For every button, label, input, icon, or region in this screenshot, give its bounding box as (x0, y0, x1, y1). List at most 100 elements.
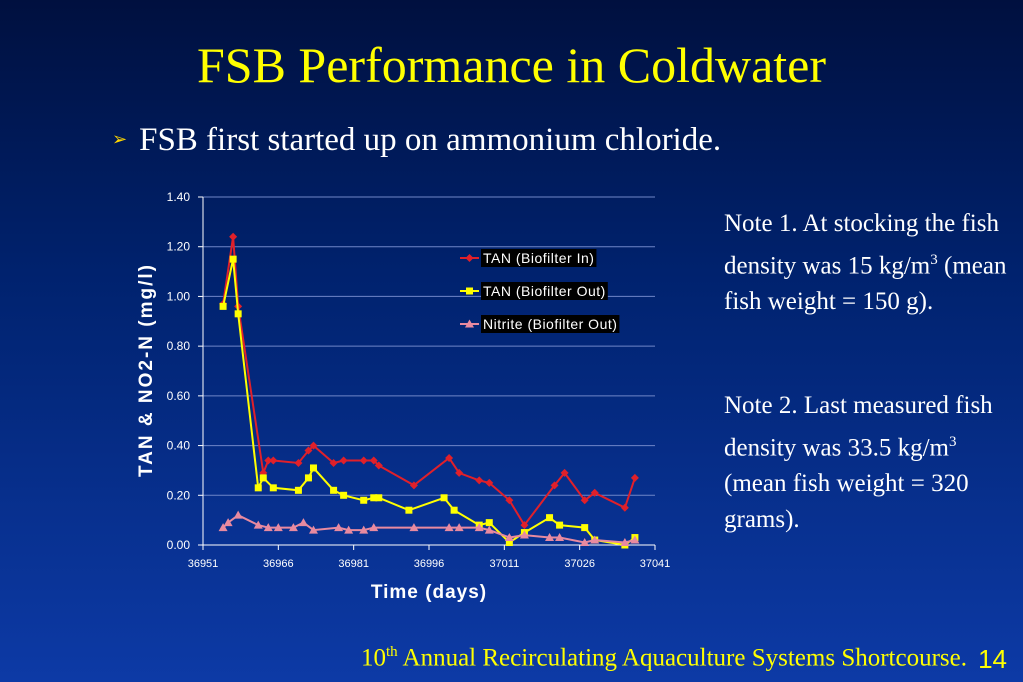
data-point (484, 525, 494, 534)
legend-label: TAN (Biofilter Out) (483, 283, 606, 299)
y-tick-label: 1.00 (167, 289, 191, 303)
slide-title: FSB Performance in Coldwater (196, 37, 827, 93)
data-point (254, 484, 262, 492)
x-tick-label: 36996 (414, 558, 445, 570)
data-point (263, 523, 273, 532)
data-point (309, 464, 317, 472)
data-point (405, 506, 413, 514)
data-point (298, 518, 308, 527)
data-point (505, 496, 514, 505)
data-point (269, 456, 278, 465)
legend-label: Nitrite (Biofilter Out) (483, 316, 617, 332)
data-point (223, 518, 233, 527)
legend-marker (466, 287, 473, 295)
data-point (309, 441, 318, 450)
data-point (294, 458, 303, 467)
data-point (555, 533, 565, 542)
series-line (222, 514, 636, 544)
y-tick-label: 1.20 (167, 240, 191, 254)
data-point (580, 538, 590, 547)
data-point (360, 496, 368, 504)
data-point (218, 523, 228, 532)
data-point (370, 494, 378, 502)
x-tick-label: 37041 (640, 558, 671, 570)
data-point (455, 468, 464, 477)
y-tick-label: 1.40 (167, 190, 191, 204)
data-point (545, 533, 555, 542)
y-tick-label: 0.20 (167, 488, 191, 502)
data-point (339, 456, 348, 465)
series-line (222, 236, 636, 527)
data-point (329, 458, 338, 467)
bullet-point: ➢ FSB first started up on ammonium chlori… (112, 124, 721, 157)
y-tick-label: 0.00 (167, 538, 191, 552)
data-point (444, 523, 454, 532)
data-point (344, 525, 354, 534)
x-tick-label: 37011 (489, 558, 519, 570)
legend-label-bg (481, 315, 620, 333)
data-point (581, 524, 589, 532)
data-point (485, 478, 494, 487)
data-point (359, 525, 369, 534)
arrow-bullet-icon: ➢ (112, 129, 128, 149)
data-point (580, 496, 589, 505)
data-point (308, 525, 318, 534)
legend: TAN (Biofilter In) TAN (Biofilter Out) Nit… (460, 249, 620, 333)
data-point (375, 494, 383, 502)
data-point (229, 232, 238, 241)
data-point (253, 520, 263, 529)
series-1 (219, 232, 639, 530)
y-axis-title: TAN & NO2-N (mg/l) (136, 263, 157, 477)
y-tick-label: 0.40 (167, 439, 191, 453)
legend-marker (465, 254, 474, 262)
data-point (369, 523, 379, 532)
data-point (445, 454, 454, 462)
data-point (330, 486, 338, 494)
data-point (229, 255, 237, 263)
data-point (340, 491, 348, 499)
data-point (620, 538, 630, 547)
data-point (374, 461, 383, 470)
data-point (369, 456, 378, 465)
data-point (590, 488, 599, 497)
data-point (304, 474, 312, 482)
data-point (550, 481, 559, 490)
series-3 (218, 510, 640, 547)
data-point (269, 484, 277, 492)
data-point (475, 476, 484, 485)
legend-label: TAN (Biofilter In) (483, 250, 594, 266)
y-tick-label: 0.60 (167, 389, 191, 403)
data-point (505, 539, 513, 547)
data-point (409, 523, 419, 532)
data-point (504, 533, 514, 542)
x-tick-label: 37026 (564, 558, 595, 570)
data-point (560, 468, 569, 477)
data-point (450, 506, 458, 514)
data-point (334, 523, 344, 532)
page-number: 14 (978, 644, 1007, 674)
data-point (630, 535, 640, 544)
legend-label-bg (481, 249, 597, 267)
data-point (233, 510, 243, 519)
data-point (519, 530, 529, 539)
data-point (546, 514, 554, 522)
data-point (259, 474, 267, 482)
y-tick-label: 0.80 (167, 339, 191, 353)
data-point (474, 523, 484, 532)
x-tick-label: 36981 (338, 558, 369, 570)
data-point (485, 519, 493, 527)
data-point (288, 523, 298, 532)
data-point (440, 494, 448, 502)
data-point (264, 456, 273, 465)
data-point (234, 310, 242, 318)
data-point (620, 503, 629, 512)
x-axis-title: Time (days) (371, 582, 487, 603)
data-point (520, 521, 529, 530)
series-2 (219, 255, 639, 549)
data-point (630, 473, 639, 482)
data-point (590, 535, 600, 544)
data-point (454, 523, 464, 532)
data-point (294, 486, 302, 494)
note-2: Note 2. Last measured fish density was 3… (724, 392, 993, 534)
bullet-text: FSB first started up on ammonium chlorid… (139, 122, 722, 158)
